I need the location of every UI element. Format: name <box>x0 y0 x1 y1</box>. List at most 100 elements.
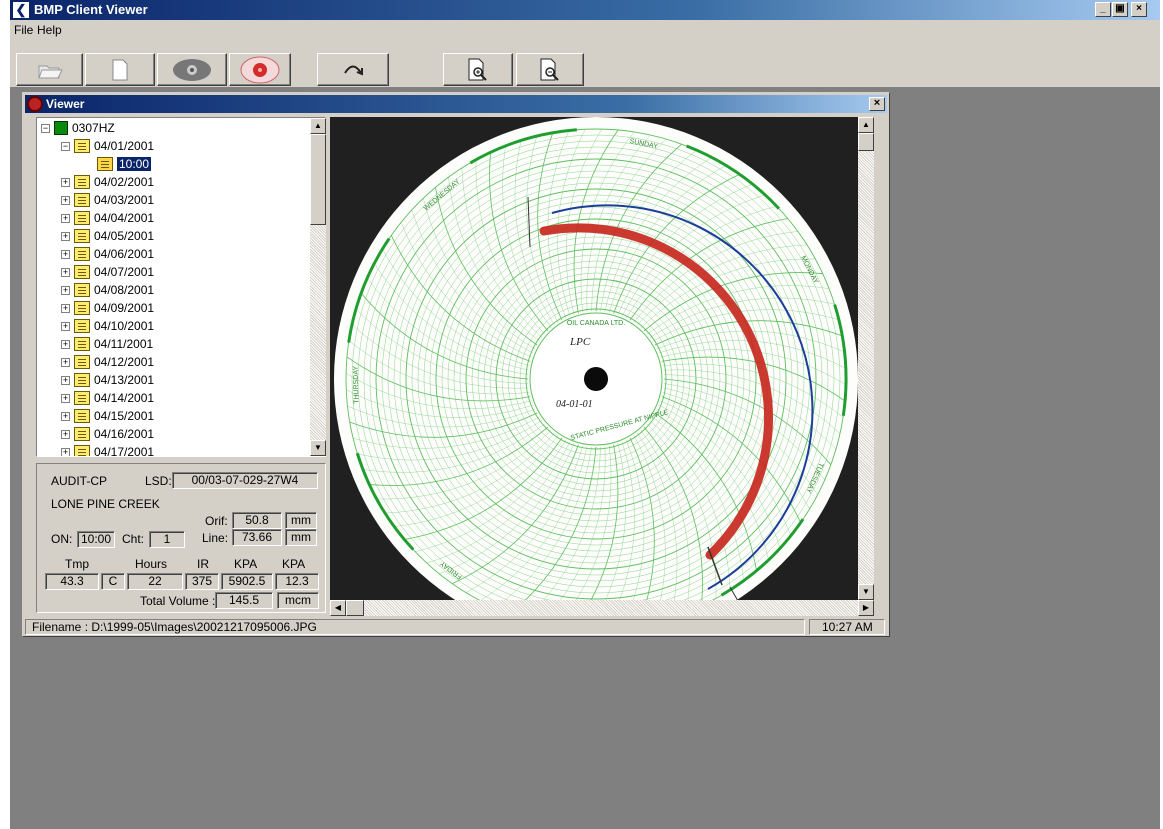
expand-icon[interactable]: + <box>61 446 70 457</box>
chart-hour-line <box>660 400 791 536</box>
image-hscrollbar[interactable]: ◀ ▶ <box>330 600 874 616</box>
expand-icon[interactable]: + <box>61 410 70 421</box>
expand-icon[interactable]: + <box>61 284 70 295</box>
tree-date-item[interactable]: +04/07/2001 <box>61 263 154 281</box>
expand-icon[interactable]: + <box>61 176 70 187</box>
chart-hour-line <box>452 444 579 585</box>
viewer-icon <box>27 96 43 112</box>
image-hscroll-thumb[interactable] <box>346 600 364 616</box>
record-disc-button[interactable] <box>229 53 291 86</box>
scroll-up-button[interactable]: ▲ <box>310 118 326 134</box>
scroll-thumb[interactable] <box>310 134 326 225</box>
tree-root[interactable]: − 0307HZ <box>41 119 115 137</box>
tree-date-item[interactable]: +04/02/2001 <box>61 173 154 191</box>
chart-hour-line <box>415 439 567 552</box>
chart-hour-line <box>461 168 543 338</box>
date-tree[interactable]: − 0307HZ − 04/01/2001 10:00 +04/02/2001 +… <box>36 117 326 457</box>
chart-ring <box>435 218 757 540</box>
image-vscroll-thumb[interactable] <box>858 133 874 151</box>
chart-company: OIL CANADA LTD. <box>567 320 625 327</box>
image-scroll-right-button[interactable]: ▶ <box>858 600 874 616</box>
close-button[interactable]: × <box>1131 2 1147 17</box>
open-folder-button[interactable] <box>16 53 83 86</box>
tree-date-item[interactable]: +04/14/2001 <box>61 389 154 407</box>
image-scroll-left-button[interactable]: ◀ <box>330 600 346 616</box>
tree-date-item[interactable]: +04/13/2001 <box>61 371 154 389</box>
tree-date-label: 04/12/2001 <box>94 355 155 369</box>
tree-date-item[interactable]: +04/09/2001 <box>61 299 154 317</box>
app-window: ❮ BMP Client Viewer _ ▣ × File Help <box>10 0 1160 829</box>
chart-hour-line <box>411 209 534 354</box>
new-document-button[interactable] <box>85 53 155 86</box>
tree-date-label: 04/04/2001 <box>94 211 155 225</box>
zoom-out-button[interactable] <box>516 53 584 86</box>
tree-time-item[interactable]: 10:00 <box>97 155 153 173</box>
scroll-down-button[interactable]: ▼ <box>310 440 326 456</box>
tree-date-item[interactable]: +04/05/2001 <box>61 227 154 245</box>
hours-field: 22 <box>127 573 183 590</box>
scan-disc-button[interactable] <box>157 53 227 86</box>
disc-red-icon <box>240 56 280 83</box>
cht-label: Cht: <box>122 532 145 546</box>
menu-help[interactable]: Help <box>37 23 62 37</box>
expand-icon[interactable]: + <box>61 248 70 259</box>
chart-folder-icon <box>74 391 90 405</box>
line-label: Line: <box>202 531 229 545</box>
line-unit: mm <box>285 529 317 546</box>
collapse-icon[interactable]: − <box>61 140 70 151</box>
expand-icon[interactable]: + <box>61 374 70 385</box>
viewer-titlebar[interactable]: Viewer × <box>25 95 887 113</box>
expand-icon[interactable]: + <box>61 194 70 205</box>
tree-date-item[interactable]: +04/15/2001 <box>61 407 154 425</box>
app-titlebar[interactable]: ❮ BMP Client Viewer _ ▣ × <box>10 0 1160 20</box>
chart-hour-line <box>600 150 697 312</box>
chart-image-pane[interactable]: OIL CANADA LTD. LPC 04-01-01 STATIC PRES… <box>330 117 874 600</box>
collapse-icon[interactable]: − <box>41 122 50 133</box>
restore-button[interactable]: ▣ <box>1112 2 1128 17</box>
tree-date-item[interactable]: +04/10/2001 <box>61 317 154 335</box>
viewer-close-button[interactable]: × <box>869 97 885 111</box>
tree-date-item[interactable]: +04/03/2001 <box>61 191 154 209</box>
line-field: 73.66 <box>232 529 282 546</box>
image-scroll-up-button[interactable]: ▲ <box>858 117 874 133</box>
chart-hour-line <box>647 285 830 335</box>
tree-date-label: 04/07/2001 <box>94 265 155 279</box>
expand-icon[interactable]: + <box>61 230 70 241</box>
tree-date-item[interactable]: +04/04/2001 <box>61 209 154 227</box>
tree-date-item[interactable]: +04/08/2001 <box>61 281 154 299</box>
tree-date-item[interactable]: +04/06/2001 <box>61 245 154 263</box>
tree-date-label: 04/13/2001 <box>94 373 155 387</box>
expand-icon[interactable]: + <box>61 356 70 367</box>
expand-icon[interactable]: + <box>61 392 70 403</box>
expand-icon[interactable]: + <box>61 302 70 313</box>
image-vscrollbar[interactable]: ▲ ▼ <box>858 117 874 600</box>
tree-date-item[interactable]: +04/16/2001 <box>61 425 154 443</box>
chart-hour-line <box>606 441 635 600</box>
toolbar <box>10 41 1160 88</box>
minimize-button[interactable]: _ <box>1095 2 1111 17</box>
chart-hour-line <box>622 439 645 600</box>
chart-hour-line <box>656 408 769 560</box>
chart-hour-line <box>394 435 559 527</box>
expand-icon[interactable]: + <box>61 266 70 277</box>
chart-hour-line <box>613 173 740 314</box>
rotate-button[interactable] <box>317 53 389 86</box>
image-scroll-down-button[interactable]: ▼ <box>858 584 874 600</box>
tree-date-item[interactable]: +04/12/2001 <box>61 353 154 371</box>
zoom-in-icon <box>468 58 487 81</box>
tree-date-expanded[interactable]: − 04/01/2001 <box>61 137 154 155</box>
chart-ring <box>369 152 823 600</box>
expand-icon[interactable]: + <box>61 320 70 331</box>
total-volume-unit: mcm <box>277 592 319 609</box>
tree-scrollbar[interactable]: ▲ ▼ <box>310 118 326 456</box>
expand-icon[interactable]: + <box>61 428 70 439</box>
chart-hour-line <box>423 198 536 350</box>
chart-day-label: THURSDAY <box>353 365 361 403</box>
expand-icon[interactable]: + <box>61 338 70 349</box>
menu-file[interactable]: File <box>14 23 34 37</box>
document-icon <box>112 59 128 80</box>
tree-date-item[interactable]: +04/17/2001 <box>61 443 154 457</box>
expand-icon[interactable]: + <box>61 212 70 223</box>
zoom-in-button[interactable] <box>443 53 513 86</box>
tree-date-item[interactable]: +04/11/2001 <box>61 335 153 353</box>
